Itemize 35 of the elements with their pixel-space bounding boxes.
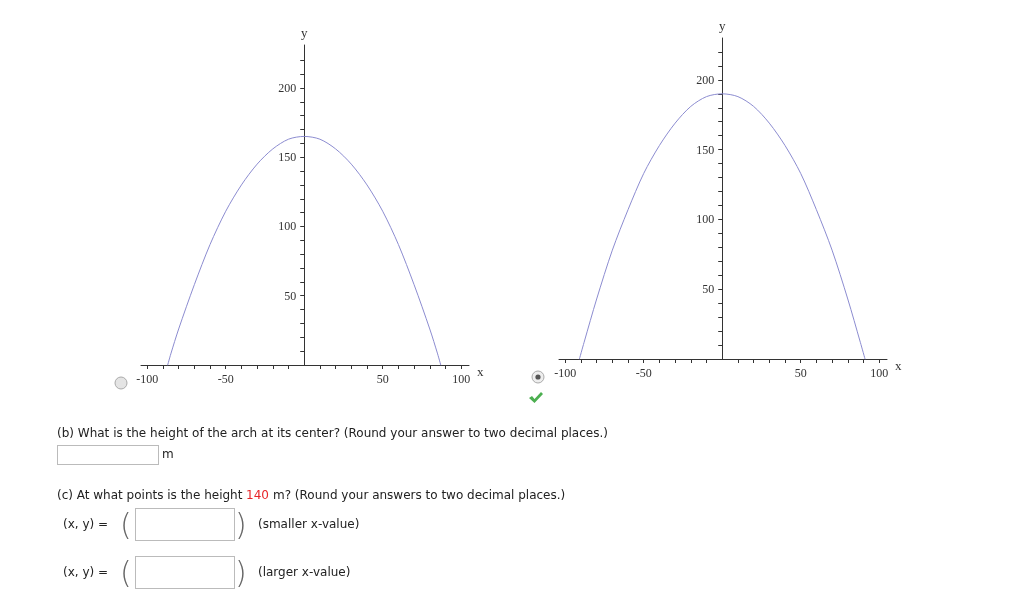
x-tick-label: 100 xyxy=(870,366,889,380)
text: (larger x-value) xyxy=(258,565,351,579)
x-tick-label: 100 xyxy=(452,372,471,386)
text: 140 xyxy=(246,488,269,502)
x-tick-label: -100 xyxy=(136,372,159,386)
x-tick-label: -50 xyxy=(217,372,234,386)
y-tick-label: 200 xyxy=(278,80,297,95)
x-tick-label: 50 xyxy=(376,372,389,386)
text: ( xyxy=(120,507,132,542)
y-tick-label: 150 xyxy=(696,142,715,157)
text: (b) What is the height of the arch at its center? (Round your answer to two decimal places.) xyxy=(57,426,608,440)
line-series xyxy=(578,93,866,360)
text: (smaller x-value) xyxy=(258,517,360,531)
x-axis-title: x xyxy=(477,364,484,379)
text: ) xyxy=(235,507,247,542)
text: (c) At what points is the height xyxy=(57,488,243,502)
y-axis-title: y xyxy=(718,18,726,33)
text: (x, y) = xyxy=(63,565,109,579)
y-tick-label: 200 xyxy=(696,72,715,87)
x-axis-title: x xyxy=(895,358,902,373)
y-tick-label: 100 xyxy=(696,212,715,227)
text: ( xyxy=(120,555,132,590)
text: m xyxy=(162,447,174,461)
line-series xyxy=(167,135,442,366)
x-tick-label: -100 xyxy=(554,366,577,380)
text: ) xyxy=(235,555,247,590)
text: m? (Round your answers to two decimal places.) xyxy=(273,488,566,502)
x-tick-label: -50 xyxy=(635,366,652,380)
text: (x, y) = xyxy=(63,517,109,531)
y-axis-title: y xyxy=(300,25,308,40)
y-tick-label: 150 xyxy=(278,150,297,165)
y-tick-label: 100 xyxy=(278,219,297,234)
y-tick-label: 50 xyxy=(284,288,297,303)
x-tick-label: 50 xyxy=(794,366,807,380)
y-tick-label: 50 xyxy=(702,282,715,297)
